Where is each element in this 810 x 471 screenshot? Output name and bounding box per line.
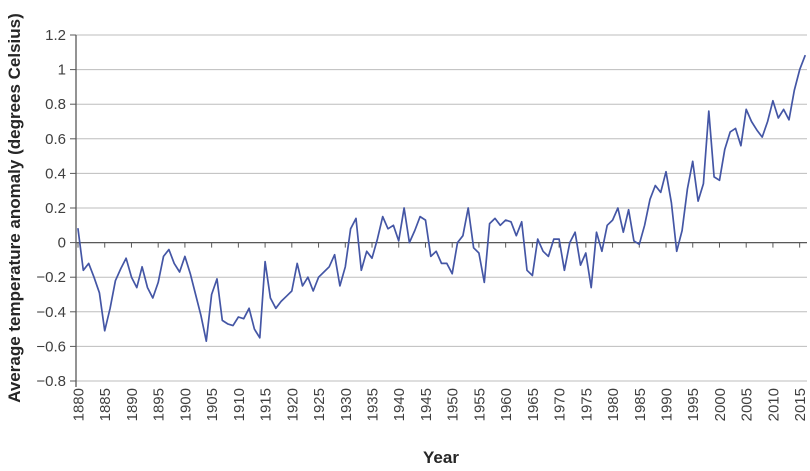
x-axis-tick-labels: 1880 1885 1890 1895 1900 1905 1910 1915 1920 1925… xyxy=(71,388,810,421)
temperature-line xyxy=(77,54,806,343)
y-axis-ticks xyxy=(70,34,76,382)
x-tick-label: 1940 xyxy=(391,388,408,421)
x-tick-label: 1930 xyxy=(338,388,355,421)
x-tick-label: 1995 xyxy=(685,388,702,421)
y-tick-label: −0.2 xyxy=(36,269,66,286)
y-tick-label: 1 xyxy=(58,62,66,79)
x-tick-label: 2000 xyxy=(712,388,729,421)
x-tick-label: 1990 xyxy=(659,388,676,421)
y-axis-tick-labels: 1.2 1 0.8 0.6 0.4 0.2 0 −0.2 −0.4 −0.6 −0.8 xyxy=(36,27,66,390)
x-tick-label: 1965 xyxy=(525,388,542,421)
x-tick-label: 1970 xyxy=(552,388,569,421)
x-tick-label: 1925 xyxy=(311,388,328,421)
x-axis-title: Year xyxy=(423,448,459,467)
x-tick-label: 2005 xyxy=(739,388,756,421)
x-tick-label: 1975 xyxy=(578,388,595,421)
y-tick-label: −0.6 xyxy=(36,338,66,355)
x-tick-label: 1900 xyxy=(177,388,194,421)
y-axis-title: Average temperature anomaly (degrees Cel… xyxy=(5,13,24,403)
x-tick-label: 1920 xyxy=(284,388,301,421)
y-tick-label: −0.8 xyxy=(36,373,66,390)
x-tick-label: 2015 xyxy=(792,388,809,421)
x-tick-label: 1955 xyxy=(471,388,488,421)
x-tick-label: 1985 xyxy=(632,388,649,421)
gridlines xyxy=(76,34,807,382)
x-tick-label: 1895 xyxy=(151,388,168,421)
y-tick-label: 0.6 xyxy=(45,131,66,148)
x-tick-label: 1880 xyxy=(71,388,88,421)
x-tick-label: 1885 xyxy=(97,388,114,421)
x-axis-ticks xyxy=(77,242,801,248)
x-tick-label: 1905 xyxy=(204,388,221,421)
x-tick-label: 1890 xyxy=(124,388,141,421)
x-tick-label: 1935 xyxy=(365,388,382,421)
y-tick-label: 0.2 xyxy=(45,200,66,217)
x-tick-label: 1915 xyxy=(258,388,275,421)
x-tick-label: 1910 xyxy=(231,388,248,421)
x-tick-label: 2010 xyxy=(765,388,782,421)
x-tick-label: 1945 xyxy=(418,388,435,421)
y-tick-label: −0.4 xyxy=(36,304,66,321)
y-tick-label: 0 xyxy=(58,235,66,252)
y-tick-label: 0.8 xyxy=(45,96,66,113)
x-tick-label: 1980 xyxy=(605,388,622,421)
y-tick-label: 0.4 xyxy=(45,165,66,182)
y-tick-label: 1.2 xyxy=(45,27,66,44)
x-tick-label: 1950 xyxy=(445,388,462,421)
x-tick-label: 1960 xyxy=(498,388,515,421)
